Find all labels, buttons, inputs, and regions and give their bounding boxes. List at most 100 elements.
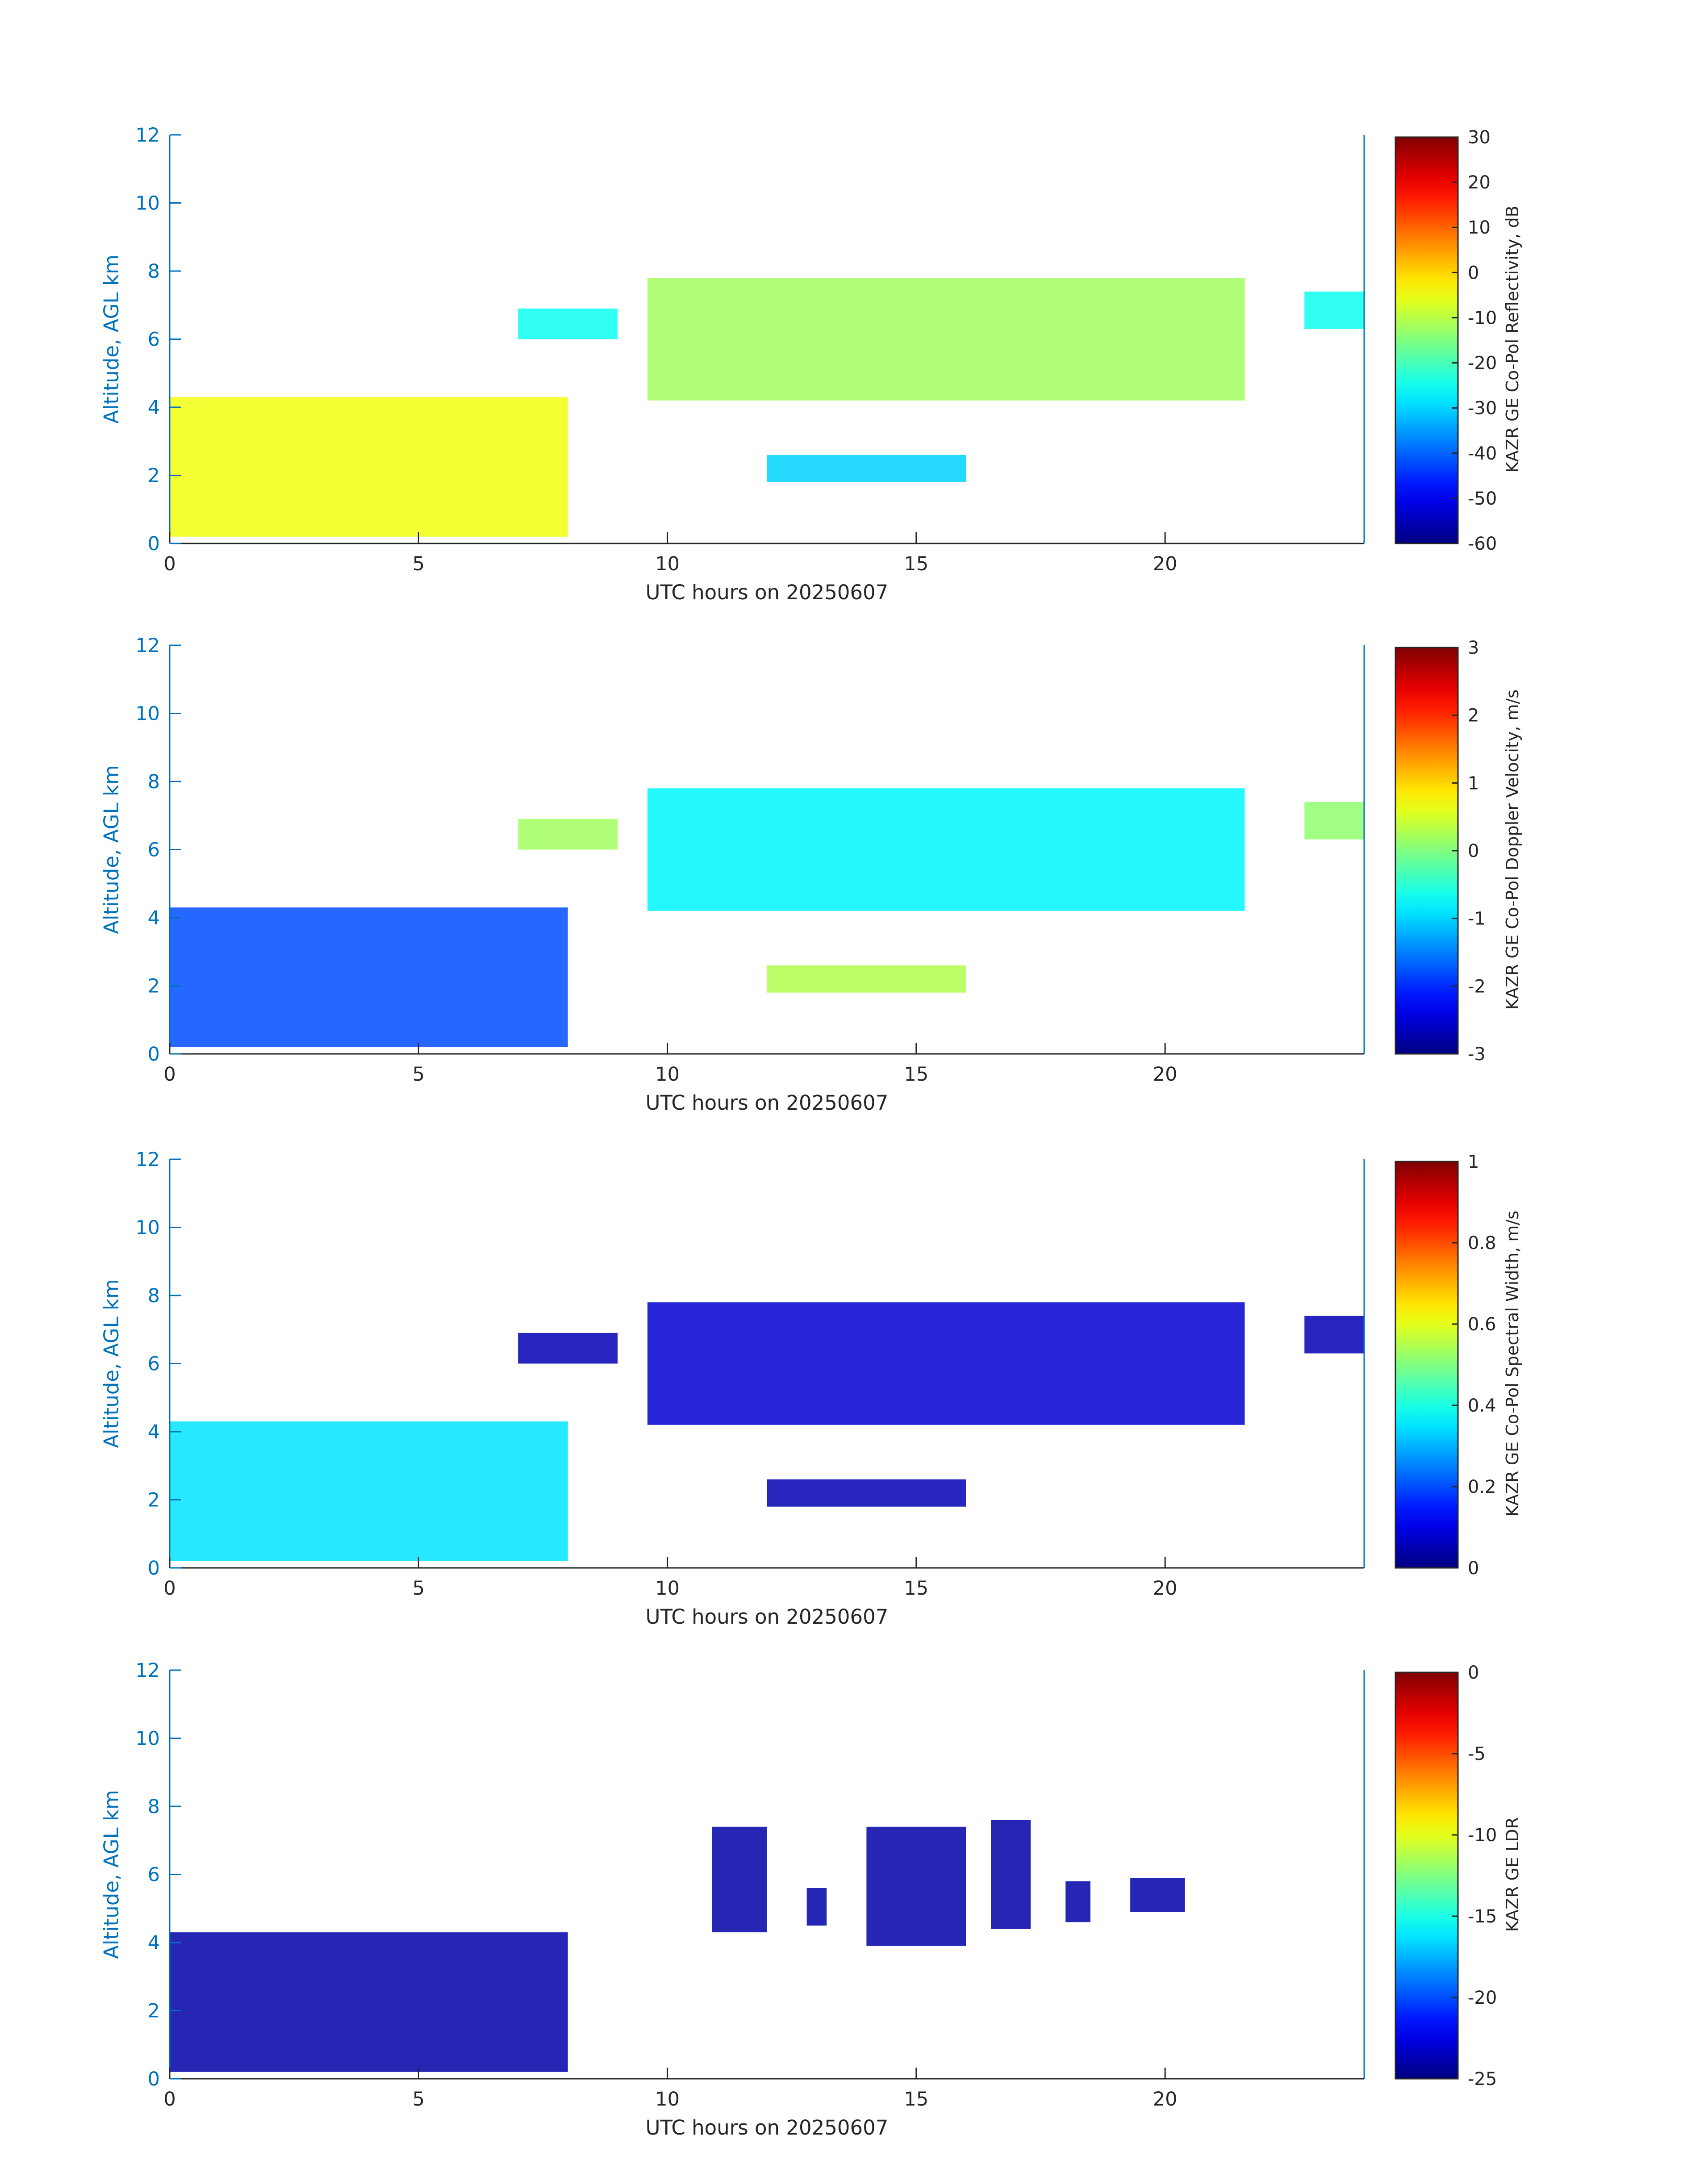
x-tick-label: 10 (655, 1577, 680, 1600)
x-tick-label: 10 (655, 553, 680, 575)
echo-region (647, 788, 1245, 911)
y-tick-label: 10 (135, 192, 160, 215)
echo-region (767, 965, 966, 993)
x-axis-label: UTC hours on 20250607 (646, 1605, 889, 1629)
x-axis-label: UTC hours on 20250607 (646, 2116, 889, 2139)
echo-region (647, 1302, 1245, 1425)
y-tick-label: 12 (135, 124, 160, 146)
x-tick-label: 5 (413, 1577, 425, 1600)
panel-4: 0 5 10 15 20 0 2 4 6 8 10 12 UTC hours on 20250607 Al… (100, 1659, 1522, 2139)
colorbar-tick-label: 0 (1468, 841, 1479, 861)
colorbar (1395, 647, 1459, 1055)
y-tick-label: 4 (148, 397, 160, 419)
echo-region (1304, 1316, 1364, 1354)
echo-region (1065, 1881, 1090, 1922)
y-tick-label: 4 (148, 1421, 160, 1443)
y-tick-label: 4 (148, 907, 160, 929)
x-tick-label: 20 (1153, 553, 1178, 575)
colorbar-label: KAZR GE Co-Pol Reflectivity, dB (1503, 205, 1522, 472)
y-axis-label: Altitude, AGL km (100, 765, 123, 934)
y-tick-label: 2 (148, 465, 160, 487)
colorbar-tick-label: 20 (1468, 172, 1491, 193)
x-tick-label: 15 (904, 1577, 929, 1600)
echo-region (806, 1888, 827, 1926)
colorbar-label: KAZR GE LDR (1503, 1817, 1522, 1932)
y-tick-label: 2 (148, 2000, 160, 2022)
colorbar-label: KAZR GE Co-Pol Doppler Velocity, m/s (1503, 689, 1522, 1010)
echo-region (170, 1421, 568, 1561)
y-tick-label: 6 (148, 329, 160, 351)
colorbar-tick-label: 0 (1468, 263, 1479, 283)
x-tick-label: 10 (655, 1063, 680, 1086)
colorbar-tick-label: -20 (1468, 1988, 1497, 2008)
colorbar-tick-label: -3 (1468, 1044, 1486, 1065)
colorbar-tick-label: 1 (1468, 773, 1479, 794)
y-tick-label: 10 (135, 1217, 160, 1239)
echo-region (518, 1333, 618, 1364)
y-tick-label: 8 (148, 260, 160, 283)
y-tick-label: 6 (148, 1353, 160, 1375)
y-tick-label: 8 (148, 1796, 160, 1818)
y-tick-label: 12 (135, 1149, 160, 1171)
y-tick-label: 0 (148, 1043, 160, 1066)
echo-region (647, 278, 1245, 401)
panel-1: 0 5 10 15 20 0 2 4 6 8 10 12 UTC hours on 20250607 Al… (100, 124, 1522, 604)
colorbar-tick-label: 0.6 (1468, 1314, 1496, 1335)
colorbar-tick-label: 0.2 (1468, 1477, 1496, 1497)
y-tick-label: 4 (148, 1932, 160, 1954)
colorbar-tick-label: -1 (1468, 909, 1486, 929)
y-tick-label: 2 (148, 975, 160, 998)
x-axis-label: UTC hours on 20250607 (646, 581, 889, 604)
colorbar-tick-label: -20 (1468, 353, 1497, 374)
x-tick-label: 0 (163, 2088, 175, 2110)
echo-region (1304, 802, 1364, 840)
colorbar-tick-label: 0 (1468, 1663, 1479, 1683)
colorbar-tick-label: -60 (1468, 534, 1497, 554)
y-axis-label: Altitude, AGL km (100, 255, 123, 424)
x-tick-label: 0 (163, 1063, 175, 1086)
x-tick-label: 10 (655, 2088, 680, 2110)
colorbar-tick-label: -15 (1468, 1906, 1497, 1927)
colorbar (1395, 1161, 1459, 1569)
y-tick-label: 12 (135, 635, 160, 657)
colorbar-tick-label: 10 (1468, 217, 1491, 238)
colorbar-tick-label: -2 (1468, 976, 1486, 997)
echo-region (866, 1826, 966, 1946)
colorbar-tick-label: 0.4 (1468, 1396, 1496, 1416)
y-axis-label: Altitude, AGL km (100, 1279, 123, 1448)
colorbar-label: KAZR GE Co-Pol Spectral Width, m/s (1503, 1211, 1522, 1517)
y-axis-label: Altitude, AGL km (100, 1790, 123, 1959)
y-tick-label: 6 (148, 839, 160, 861)
x-tick-label: 20 (1153, 1577, 1178, 1600)
panel-3: 0 5 10 15 20 0 2 4 6 8 10 12 UTC hours on 20250607 Al… (100, 1149, 1522, 1629)
y-tick-label: 2 (148, 1489, 160, 1512)
echo-region (1130, 1878, 1185, 1912)
x-tick-label: 0 (163, 1577, 175, 1600)
colorbar-tick-label: 0.8 (1468, 1233, 1496, 1254)
colorbar-tick-label: -5 (1468, 1744, 1486, 1764)
colorbar-tick-label: 3 (1468, 638, 1479, 658)
colorbar-tick-label: -10 (1468, 308, 1497, 328)
colorbar-tick-label: 1 (1468, 1152, 1479, 1172)
colorbar-tick-label: -50 (1468, 489, 1497, 509)
y-tick-label: 0 (148, 533, 160, 555)
echo-region (767, 455, 966, 482)
x-tick-label: 20 (1153, 1063, 1178, 1086)
x-tick-label: 5 (413, 553, 425, 575)
x-axis-label: UTC hours on 20250607 (646, 1091, 889, 1115)
echo-region (518, 819, 618, 850)
colorbar (1395, 1671, 1459, 2080)
echo-region (518, 308, 618, 339)
colorbar (1395, 136, 1459, 544)
x-tick-label: 0 (163, 553, 175, 575)
echo-region (170, 1932, 568, 2072)
y-tick-label: 10 (135, 703, 160, 725)
echo-region (170, 397, 568, 537)
y-tick-label: 8 (148, 1285, 160, 1307)
x-tick-label: 5 (413, 2088, 425, 2110)
y-tick-label: 0 (148, 1557, 160, 1579)
echo-region (767, 1479, 966, 1507)
x-tick-label: 15 (904, 1063, 929, 1086)
x-tick-label: 15 (904, 553, 929, 575)
